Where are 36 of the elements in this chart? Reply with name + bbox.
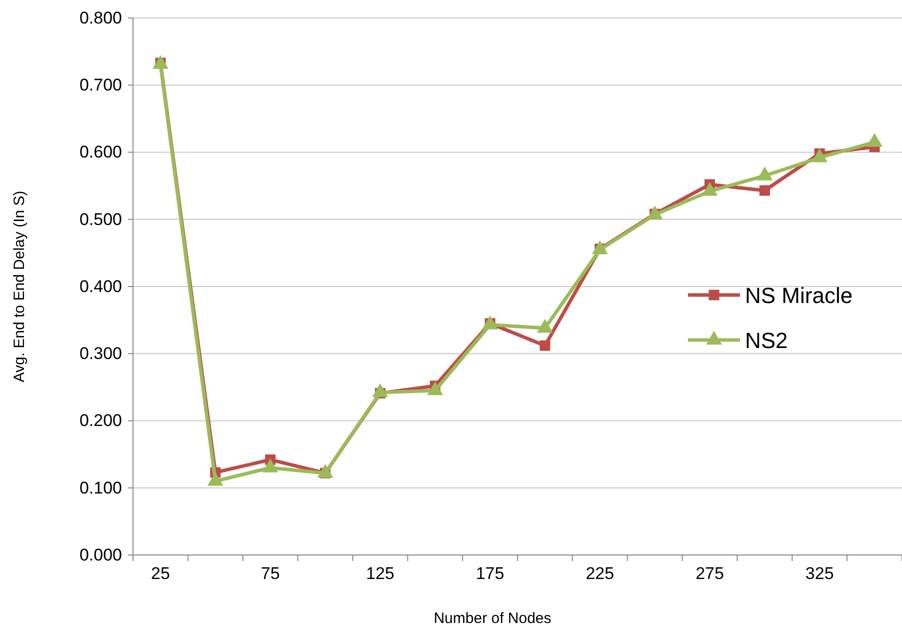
point <box>372 383 388 398</box>
point <box>540 340 550 351</box>
point <box>702 182 718 196</box>
y-tick-label: 0.100 <box>79 478 122 498</box>
x-tick-label: 25 <box>151 564 170 584</box>
x-tick-label: 75 <box>260 564 280 584</box>
point <box>866 132 883 147</box>
x-tick-label: 225 <box>586 564 614 584</box>
point <box>812 148 828 162</box>
x-axis-title: Number of Nodes <box>434 610 552 627</box>
x-tick-label: 175 <box>476 564 504 584</box>
point <box>536 318 553 333</box>
point <box>646 205 663 220</box>
point <box>759 185 770 196</box>
x-tick-label: 275 <box>696 564 724 584</box>
point <box>317 464 334 478</box>
y-tick-label: 0.200 <box>79 411 122 430</box>
y-tick-label: 0.700 <box>79 76 122 95</box>
point <box>262 458 278 472</box>
point <box>152 55 168 69</box>
x-tick-label: 325 <box>805 564 834 584</box>
point <box>207 472 224 486</box>
legend-label: NS2 <box>745 328 788 353</box>
legend-label: NS Miracle <box>745 283 853 308</box>
y-tick-label: 0.300 <box>79 344 122 364</box>
point <box>592 240 608 254</box>
point <box>756 166 773 180</box>
y-tick-label: 0.800 <box>79 8 122 28</box>
y-tick-label: 0.600 <box>79 142 122 162</box>
y-tick-label: 0.500 <box>79 210 122 229</box>
y-tick-label: 0.000 <box>79 545 122 564</box>
x-tick-label: 125 <box>366 564 394 584</box>
point <box>482 316 498 330</box>
y-axis-title: Avg. End to End Delay (In S) <box>11 190 28 382</box>
point <box>427 381 444 396</box>
y-tick-label: 0.400 <box>79 276 122 296</box>
